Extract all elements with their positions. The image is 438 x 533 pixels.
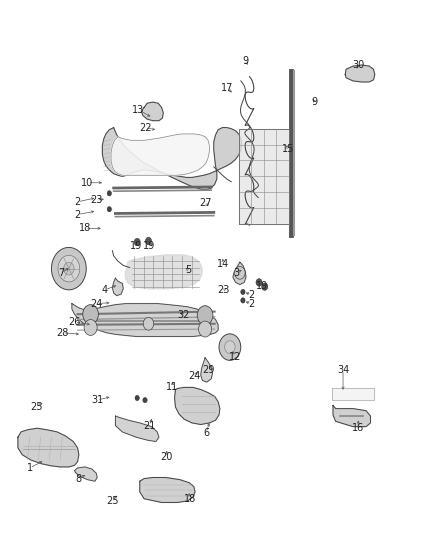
Circle shape (219, 334, 241, 360)
Circle shape (64, 262, 74, 275)
Circle shape (241, 289, 245, 295)
Circle shape (197, 306, 213, 325)
Text: 13: 13 (132, 104, 145, 115)
Circle shape (143, 398, 147, 403)
Polygon shape (111, 134, 209, 175)
Polygon shape (102, 127, 242, 190)
Text: 4: 4 (102, 285, 108, 295)
Text: 25: 25 (30, 402, 42, 412)
Text: 6: 6 (203, 428, 209, 438)
Text: 3: 3 (233, 268, 240, 278)
Text: 25: 25 (106, 496, 119, 506)
Circle shape (145, 237, 152, 245)
Polygon shape (125, 255, 202, 289)
Text: 17: 17 (221, 83, 233, 93)
Text: 7: 7 (58, 268, 64, 278)
Circle shape (235, 266, 245, 279)
Circle shape (134, 238, 140, 246)
Text: 8: 8 (76, 474, 82, 484)
Text: 11: 11 (166, 382, 179, 392)
Text: 18: 18 (79, 223, 91, 233)
Text: 14: 14 (217, 259, 230, 269)
Text: 15: 15 (283, 144, 295, 154)
Text: 2: 2 (248, 289, 255, 300)
Circle shape (143, 317, 154, 330)
Polygon shape (74, 467, 97, 481)
Polygon shape (233, 262, 246, 285)
Text: 23: 23 (90, 195, 102, 205)
Circle shape (51, 247, 86, 290)
Text: 12: 12 (229, 352, 241, 361)
Text: 16: 16 (352, 423, 364, 433)
Text: 24: 24 (90, 298, 102, 309)
Circle shape (84, 319, 97, 335)
Text: 30: 30 (352, 60, 364, 70)
Polygon shape (113, 278, 123, 296)
Circle shape (135, 395, 139, 401)
Circle shape (241, 298, 245, 303)
Polygon shape (332, 389, 374, 400)
Text: 20: 20 (161, 453, 173, 463)
Polygon shape (18, 428, 79, 467)
Text: 19: 19 (256, 280, 268, 290)
Text: 24: 24 (188, 371, 200, 381)
Text: 34: 34 (337, 365, 349, 375)
Text: 2: 2 (74, 209, 81, 220)
Text: 22: 22 (139, 123, 151, 133)
Text: 9: 9 (242, 56, 248, 66)
Text: 19: 19 (130, 241, 142, 252)
Polygon shape (201, 358, 212, 382)
Text: 28: 28 (56, 328, 68, 338)
Circle shape (256, 279, 262, 286)
Circle shape (225, 341, 235, 353)
Text: 23: 23 (217, 285, 230, 295)
Text: 32: 32 (177, 310, 190, 320)
Text: 2: 2 (248, 298, 255, 309)
Text: 21: 21 (143, 421, 155, 431)
Polygon shape (141, 102, 163, 120)
Polygon shape (140, 478, 195, 503)
Text: 29: 29 (202, 365, 214, 375)
Circle shape (261, 283, 268, 290)
Text: 31: 31 (91, 395, 103, 405)
Polygon shape (175, 387, 220, 424)
Text: 5: 5 (185, 265, 192, 275)
Circle shape (58, 255, 80, 282)
Text: 2: 2 (74, 197, 81, 207)
Polygon shape (72, 304, 218, 336)
Text: 19: 19 (143, 241, 155, 252)
Circle shape (107, 207, 112, 212)
Polygon shape (333, 406, 371, 426)
Circle shape (107, 191, 112, 196)
Circle shape (198, 321, 212, 337)
Text: 18: 18 (184, 494, 196, 504)
Text: 1: 1 (27, 463, 33, 473)
Polygon shape (239, 128, 289, 224)
Text: 27: 27 (199, 198, 211, 208)
Circle shape (83, 305, 99, 324)
Polygon shape (345, 65, 375, 82)
Polygon shape (116, 416, 159, 441)
Text: 10: 10 (81, 177, 94, 188)
Text: 9: 9 (312, 97, 318, 107)
Text: 26: 26 (68, 317, 81, 327)
